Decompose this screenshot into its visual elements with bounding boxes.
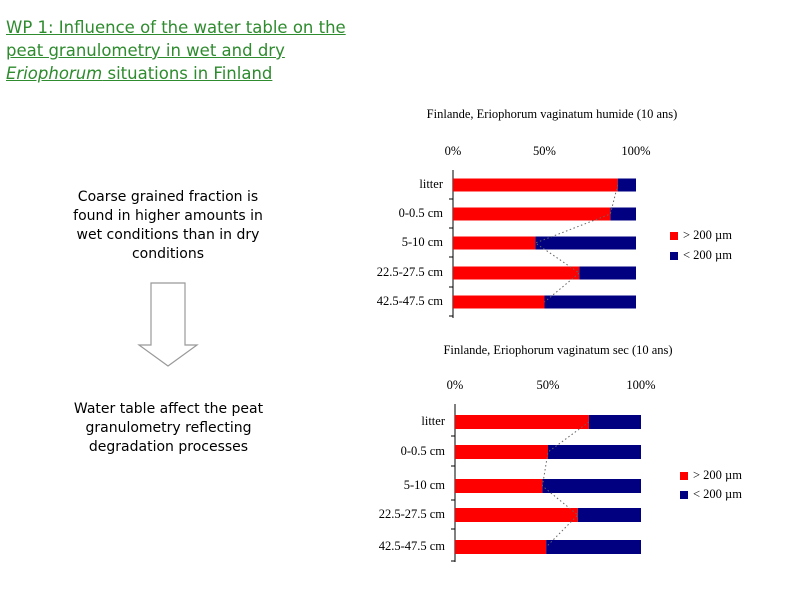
title-part: situations in Finland [102,64,273,83]
x-tick-label: 0% [445,144,462,158]
title-part: WP 1: Influence of the water table on th… [6,18,346,60]
x-tick-label: 0% [447,378,464,392]
trend-line [541,421,590,548]
chart-title: Finlande, Eriophorum vaginatum humide (1… [427,107,678,121]
y-tick-label: 22.5-27.5 cm [379,507,446,521]
bar-segment [455,415,589,429]
bar-segment [455,540,547,554]
bar-segment [548,445,641,459]
legend-label: > 200 µm [683,228,732,242]
legend-label: < 200 µm [683,248,732,262]
y-tick-label: 42.5-47.5 cm [377,294,444,308]
bar-segment [453,266,580,280]
arrow [137,282,199,367]
x-tick-label: 100% [621,144,650,158]
bar-segment [453,295,545,309]
note: Coarse grained fraction is found in high… [73,189,263,262]
legend-swatch [670,252,678,260]
y-tick-label: litter [421,414,445,428]
bar-segment [455,445,548,459]
bar-segment [577,508,641,522]
legend-swatch [680,491,688,499]
slide-title: WP 1: Influence of the water table on th… [6,16,376,85]
x-tick-label: 50% [537,378,560,392]
bar-segment [542,479,641,493]
x-tick-label: 50% [533,144,556,158]
y-tick-label: litter [419,177,443,191]
y-tick-label: 0-0.5 cm [401,444,446,458]
bar-segment [453,207,611,221]
bar-segment [455,508,578,522]
title-part: Eriophorum [6,64,103,83]
y-tick-label: 0-0.5 cm [399,206,444,220]
bar-segment [579,266,636,280]
y-tick-label: 5-10 cm [402,235,444,249]
legend-swatch [680,472,688,480]
bar-segment [453,236,536,250]
bar-segment [588,415,641,429]
bar-segment [617,178,636,192]
y-tick-label: 5-10 cm [404,478,446,492]
chart-title: Finlande, Eriophorum vaginatum sec (10 a… [443,343,672,357]
bar-segment [455,479,543,493]
legend-swatch [670,232,678,240]
y-tick-label: 22.5-27.5 cm [377,265,444,279]
bar-segment [546,540,641,554]
bar-segment [453,178,618,192]
bar-segment [610,207,636,221]
note: Water table affect the peat granulometry… [73,401,264,455]
legend-label: > 200 µm [693,468,742,482]
x-tick-label: 100% [626,378,655,392]
legend-label: < 200 µm [693,487,742,501]
y-tick-label: 42.5-47.5 cm [379,539,446,553]
bar-segment [544,295,636,309]
bar-segment [535,236,636,250]
